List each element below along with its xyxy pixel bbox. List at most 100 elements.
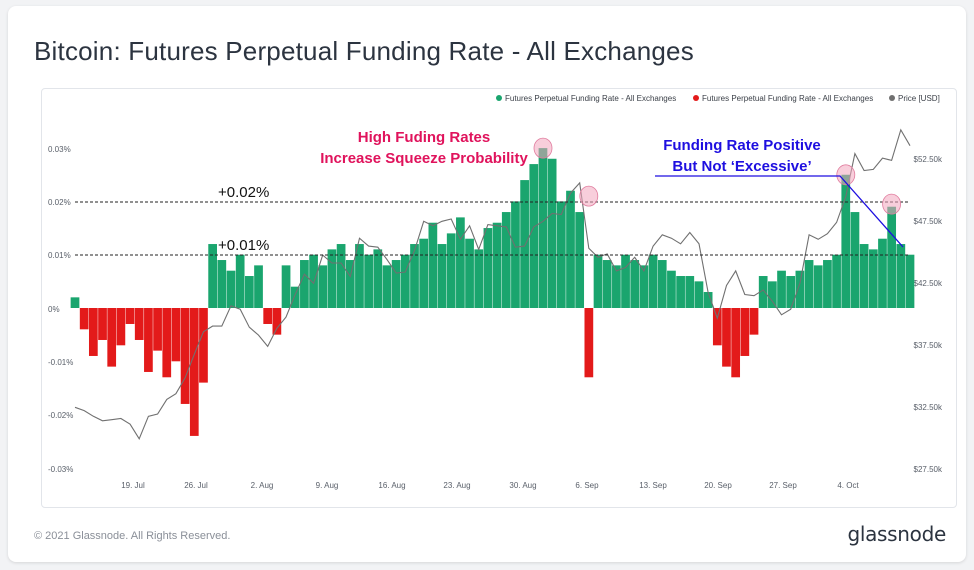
funding-bar-negative: [584, 308, 594, 378]
funding-bar-positive: [575, 212, 585, 308]
y-right-tick-label: $47.50k: [914, 217, 943, 226]
funding-bar-positive: [804, 260, 814, 308]
funding-bar-positive: [795, 270, 805, 308]
funding-bar-positive: [841, 174, 851, 308]
funding-bar-negative: [171, 308, 181, 362]
funding-bar-negative: [88, 308, 98, 356]
annotation-squeeze-line2: Increase Squeeze Probability: [320, 150, 528, 167]
funding-bar-positive: [208, 244, 217, 308]
x-tick-label: 19. Jul: [121, 481, 145, 490]
funding-bar-negative: [125, 308, 135, 324]
annotation-positive: Funding Rate Positive But Not ‘Excessive…: [663, 137, 821, 175]
funding-bar-positive: [758, 276, 768, 308]
funding-bar-negative: [731, 308, 741, 378]
y-tick-label: 0.01%: [48, 251, 71, 260]
funding-rate-bars: [70, 148, 915, 436]
funding-bar-positive: [281, 265, 291, 308]
funding-bar-positive: [630, 260, 640, 308]
funding-bar-positive: [501, 212, 511, 308]
legend-label-negative: Futures Perpetual Funding Rate - All Exc…: [702, 94, 873, 103]
legend-item-price[interactable]: Price [USD]: [889, 94, 940, 103]
annotation-positive-line1: Funding Rate Positive: [663, 137, 821, 154]
funding-bar-negative: [79, 308, 89, 330]
x-tick-label: 9. Aug: [316, 481, 339, 490]
funding-bar-positive: [566, 190, 575, 308]
copyright-footer: © 2021 Glassnode. All Rights Reserved.: [34, 530, 231, 542]
highlight-circle: [579, 185, 599, 207]
funding-bar-positive: [391, 260, 401, 308]
funding-bar-positive: [602, 260, 612, 308]
funding-bar-negative: [189, 308, 199, 436]
funding-bar-positive: [786, 276, 796, 308]
funding-bar-negative: [199, 308, 208, 383]
annotation-squeeze-line1: High Fuding Rates: [358, 129, 491, 146]
x-tick-label: 16. Aug: [378, 481, 405, 490]
funding-bar-positive: [685, 276, 695, 308]
legend-marker-price: [889, 95, 895, 101]
funding-bar-positive: [327, 249, 337, 308]
annotation-positive-line2: But Not ‘Excessive’: [672, 158, 811, 175]
funding-bar-negative: [107, 308, 117, 367]
x-tick-label: 20. Sep: [704, 481, 732, 490]
highlight-markers: [533, 137, 901, 215]
x-tick-label: 23. Aug: [443, 481, 470, 490]
y-right-tick-label: $32.50k: [914, 403, 943, 412]
y-tick-label: -0.03%: [48, 465, 73, 474]
x-axis: 19. Jul 26. Jul 2. Aug 9. Aug 16. Aug 23…: [121, 481, 859, 490]
funding-bar-positive: [226, 270, 236, 308]
price-series: [74, 128, 911, 441]
x-tick-label: 2. Aug: [251, 481, 274, 490]
funding-bar-negative: [740, 308, 750, 356]
page-title: Bitcoin: Futures Perpetual Funding Rate …: [34, 36, 694, 66]
highlight-circle: [533, 137, 553, 159]
funding-bar-positive: [428, 222, 438, 308]
funding-rate-chart: Futures Perpetual Funding Rate - All Exc…: [48, 94, 943, 490]
legend-item-positive[interactable]: Futures Perpetual Funding Rate - All Exc…: [496, 94, 676, 103]
funding-bar-positive: [538, 148, 548, 308]
funding-bar-positive: [667, 270, 676, 308]
funding-bar-negative: [272, 308, 282, 335]
funding-bar-positive: [859, 244, 869, 308]
funding-bar-positive: [318, 265, 328, 308]
funding-bar-positive: [300, 260, 309, 308]
y-axis-left: 0.03% 0.02% 0.01% 0% -0.01% -0.02% -0.03…: [48, 145, 73, 474]
funding-bar-positive: [254, 265, 263, 308]
highlight-circle: [882, 193, 901, 215]
funding-bar-negative: [162, 308, 172, 378]
funding-bar-negative: [180, 308, 190, 404]
funding-bar-positive: [813, 265, 823, 308]
chart-card: Bitcoin: Futures Perpetual Funding Rate …: [8, 6, 966, 562]
price-line: [74, 128, 911, 441]
legend: Futures Perpetual Funding Rate - All Exc…: [496, 94, 940, 103]
y-tick-label: -0.01%: [48, 358, 73, 367]
funding-bar-positive: [244, 276, 254, 308]
funding-bar-positive: [850, 212, 860, 308]
funding-bar-positive: [456, 217, 465, 308]
x-tick-label: 30. Aug: [509, 481, 536, 490]
funding-bar-positive: [364, 254, 373, 308]
y-tick-label: 0.02%: [48, 198, 71, 207]
y-tick-label: 0.03%: [48, 145, 71, 154]
x-tick-label: 4. Oct: [837, 481, 859, 490]
funding-bar-positive: [768, 281, 777, 308]
funding-bar-positive: [905, 254, 915, 308]
legend-item-negative[interactable]: Futures Perpetual Funding Rate - All Exc…: [693, 94, 873, 103]
funding-bar-positive: [70, 297, 80, 308]
funding-bar-positive: [400, 254, 410, 308]
x-tick-label: 26. Jul: [184, 481, 208, 490]
funding-bar-positive: [694, 281, 704, 308]
y-axis-right: $52.50k $47.50k $42.50k $37.50k $32.50k …: [914, 155, 943, 474]
funding-bar-negative: [153, 308, 162, 351]
y-tick-label: -0.02%: [48, 411, 73, 420]
funding-bar-positive: [345, 260, 355, 308]
funding-bar-positive: [639, 265, 649, 308]
funding-bar-positive: [419, 238, 429, 308]
legend-marker-positive: [496, 95, 502, 101]
funding-bar-positive: [878, 238, 887, 308]
funding-bar-positive: [593, 254, 603, 308]
reference-label-001: +0.01%: [218, 237, 269, 254]
funding-bar-positive: [657, 260, 667, 308]
funding-bar-positive: [529, 164, 539, 308]
reference-label-002: +0.02%: [218, 184, 269, 201]
highlight-circle: [836, 164, 856, 186]
